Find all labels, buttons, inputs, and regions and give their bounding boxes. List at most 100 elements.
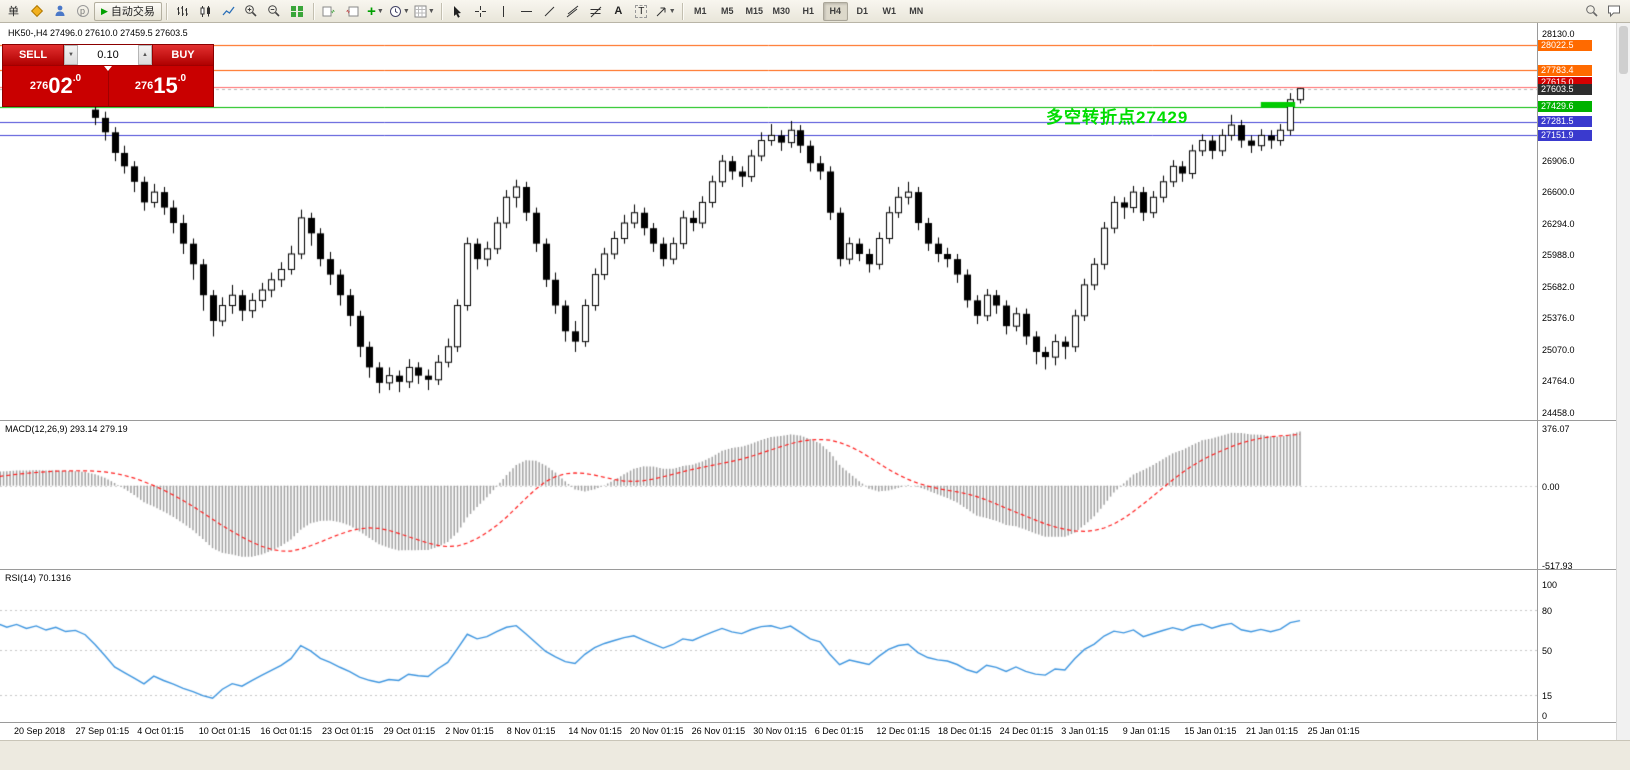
cursor-icon bbox=[453, 5, 461, 18]
buy-button[interactable]: BUY bbox=[153, 45, 213, 65]
price-tag: 27603.5 bbox=[1538, 84, 1592, 96]
auto-scroll-button[interactable] bbox=[319, 2, 340, 21]
time-axis-label: 23 Oct 01:15 bbox=[322, 726, 374, 736]
time-axis[interactable]: 20 Sep 2018 27 Sep 01:15 4 Oct 01:15 10 Oct… bbox=[0, 722, 1630, 740]
volume-decrease-button[interactable]: ▼ bbox=[64, 45, 78, 65]
buy-price-decimal: .0 bbox=[177, 73, 187, 84]
timeframe-h4[interactable]: H4 bbox=[822, 1, 848, 21]
timeframe-m1[interactable]: M1 bbox=[693, 6, 707, 16]
profile-button[interactable] bbox=[49, 2, 70, 21]
price-axis-label: 26600.0 bbox=[1542, 187, 1575, 198]
time-axis-label: 30 Nov 01:15 bbox=[753, 726, 807, 736]
buy-price[interactable]: 276 15 .0 bbox=[108, 66, 213, 106]
price-chart-panel: HK50-,H4 27496.0 27610.0 27459.5 27603.5… bbox=[0, 23, 1630, 420]
line-chart-icon bbox=[222, 6, 235, 15]
zoom-in-icon bbox=[245, 5, 257, 17]
scrollbar-thumb[interactable] bbox=[1619, 26, 1628, 74]
text-tool-button[interactable]: A bbox=[608, 2, 629, 21]
chevron-up-icon: ▲ bbox=[142, 52, 148, 58]
periods-button[interactable]: ▼ bbox=[388, 2, 411, 21]
search-button[interactable] bbox=[1581, 2, 1602, 21]
candlestick-chart-button[interactable] bbox=[195, 2, 216, 21]
sell-price-big-digits: 02 bbox=[48, 73, 73, 98]
channel-tool-button[interactable] bbox=[562, 2, 583, 21]
price-axis-label: 25070.0 bbox=[1542, 344, 1575, 355]
time-axis-label: 29 Oct 01:15 bbox=[383, 726, 436, 736]
chart-shift-icon bbox=[346, 6, 359, 16]
chat-button[interactable] bbox=[1604, 2, 1625, 21]
macd-canvas[interactable] bbox=[0, 422, 1537, 570]
turning-point-annotation: 多空转折点27429 bbox=[1046, 108, 1189, 127]
trade-panel-top-row: SELL ▼ 0.10 ▲ BUY bbox=[3, 45, 213, 66]
time-axis-label: 10 Oct 01:15 bbox=[198, 726, 251, 736]
timeframe-m15[interactable]: M15 bbox=[745, 6, 763, 16]
time-axis-label: 18 Dec 01:15 bbox=[938, 726, 992, 736]
price-axis-label: 26294.0 bbox=[1542, 218, 1575, 229]
timeframe-m5[interactable]: M5 bbox=[720, 6, 734, 16]
mql-program-button[interactable]: p bbox=[72, 2, 93, 21]
sell-button[interactable]: SELL bbox=[3, 45, 63, 65]
rsi-axis-label: 15 bbox=[1542, 691, 1553, 702]
sell-price[interactable]: 276 02 .0 bbox=[3, 66, 108, 106]
price-tag: 27151.9 bbox=[1538, 129, 1592, 141]
clock-icon bbox=[389, 5, 401, 17]
horizontal-line-tool-button[interactable] bbox=[516, 2, 537, 21]
autotrading-button[interactable]: ▶ 自动交易 bbox=[94, 1, 162, 21]
rsi-axis-label: 0 bbox=[1542, 711, 1548, 722]
time-axis-label: 20 Nov 01:15 bbox=[630, 726, 684, 736]
crosshair-tool-button[interactable] bbox=[470, 2, 491, 21]
timeframe-m30[interactable]: M30 bbox=[772, 6, 790, 16]
trendline-tool-button[interactable] bbox=[539, 2, 560, 21]
volume-input[interactable]: 0.10 bbox=[97, 49, 119, 61]
price-axis-label: 28130.0 bbox=[1542, 29, 1575, 40]
time-axis-label: 2 Nov 01:15 bbox=[445, 726, 494, 736]
bar-chart-button[interactable] bbox=[172, 2, 193, 21]
time-axis-label: 12 Dec 01:15 bbox=[876, 726, 930, 736]
toolbar-right-group bbox=[1580, 2, 1626, 21]
rsi-panel: RSI(14) 70.1316 100 80 50 15 0 bbox=[0, 569, 1630, 723]
indicators-button[interactable]: + ▼ bbox=[365, 2, 386, 21]
new-order-button[interactable]: 单 bbox=[3, 2, 24, 21]
candlestick-chart-icon bbox=[200, 5, 210, 17]
volume-increase-button[interactable]: ▲ bbox=[138, 45, 152, 65]
timeframe-w1[interactable]: W1 bbox=[882, 6, 896, 16]
price-axis-label: 24458.0 bbox=[1542, 407, 1575, 418]
bottom-strip bbox=[0, 740, 1630, 770]
cursor-tool-button[interactable] bbox=[447, 2, 468, 21]
fibonacci-tool-button[interactable] bbox=[585, 2, 606, 21]
time-axis-label: 21 Jan 01:15 bbox=[1246, 726, 1299, 736]
toolbar-separator bbox=[312, 2, 314, 20]
time-axis-label: 14 Nov 01:15 bbox=[568, 726, 622, 736]
new-order-label: 单 bbox=[8, 6, 19, 18]
line-chart-button[interactable] bbox=[218, 2, 239, 21]
time-axis-label: 6 Dec 01:15 bbox=[814, 726, 864, 736]
search-icon bbox=[1585, 5, 1598, 17]
chart-shift-button[interactable] bbox=[342, 2, 363, 21]
axis-divider-line bbox=[1537, 23, 1538, 740]
zoom-out-button[interactable] bbox=[264, 2, 285, 21]
time-axis-label: 8 Nov 01:15 bbox=[506, 726, 556, 736]
time-axis-label: 24 Dec 01:15 bbox=[999, 726, 1054, 736]
price-chart-canvas[interactable] bbox=[0, 23, 1537, 420]
toolbar: 单 p ▶ 自动交易 bbox=[0, 0, 1630, 23]
arrows-tool-button[interactable]: ▼ bbox=[654, 2, 677, 21]
timeframe-mn[interactable]: MN bbox=[909, 6, 924, 16]
indicators-plus-icon: + bbox=[367, 2, 376, 20]
price-axis-label: 25682.0 bbox=[1542, 281, 1575, 292]
templates-button[interactable]: ▼ bbox=[413, 2, 436, 21]
rsi-canvas[interactable] bbox=[0, 571, 1537, 723]
timeframe-h1[interactable]: H1 bbox=[802, 6, 814, 16]
vertical-scrollbar[interactable] bbox=[1616, 23, 1630, 740]
gold-order-icon-button[interactable] bbox=[26, 2, 47, 21]
label-tool-button[interactable]: T bbox=[631, 2, 652, 21]
zoom-in-button[interactable] bbox=[241, 2, 262, 21]
timeframe-d1[interactable]: D1 bbox=[856, 6, 868, 16]
macd-axis-label: 0.00 bbox=[1542, 481, 1560, 492]
template-icon bbox=[414, 5, 427, 17]
rsi-axis-label: 50 bbox=[1542, 645, 1553, 656]
vertical-line-tool-button[interactable] bbox=[493, 2, 514, 21]
toolbar-separator bbox=[165, 2, 167, 20]
text-tool-icon: A bbox=[614, 5, 623, 17]
tile-windows-button[interactable] bbox=[287, 2, 308, 21]
